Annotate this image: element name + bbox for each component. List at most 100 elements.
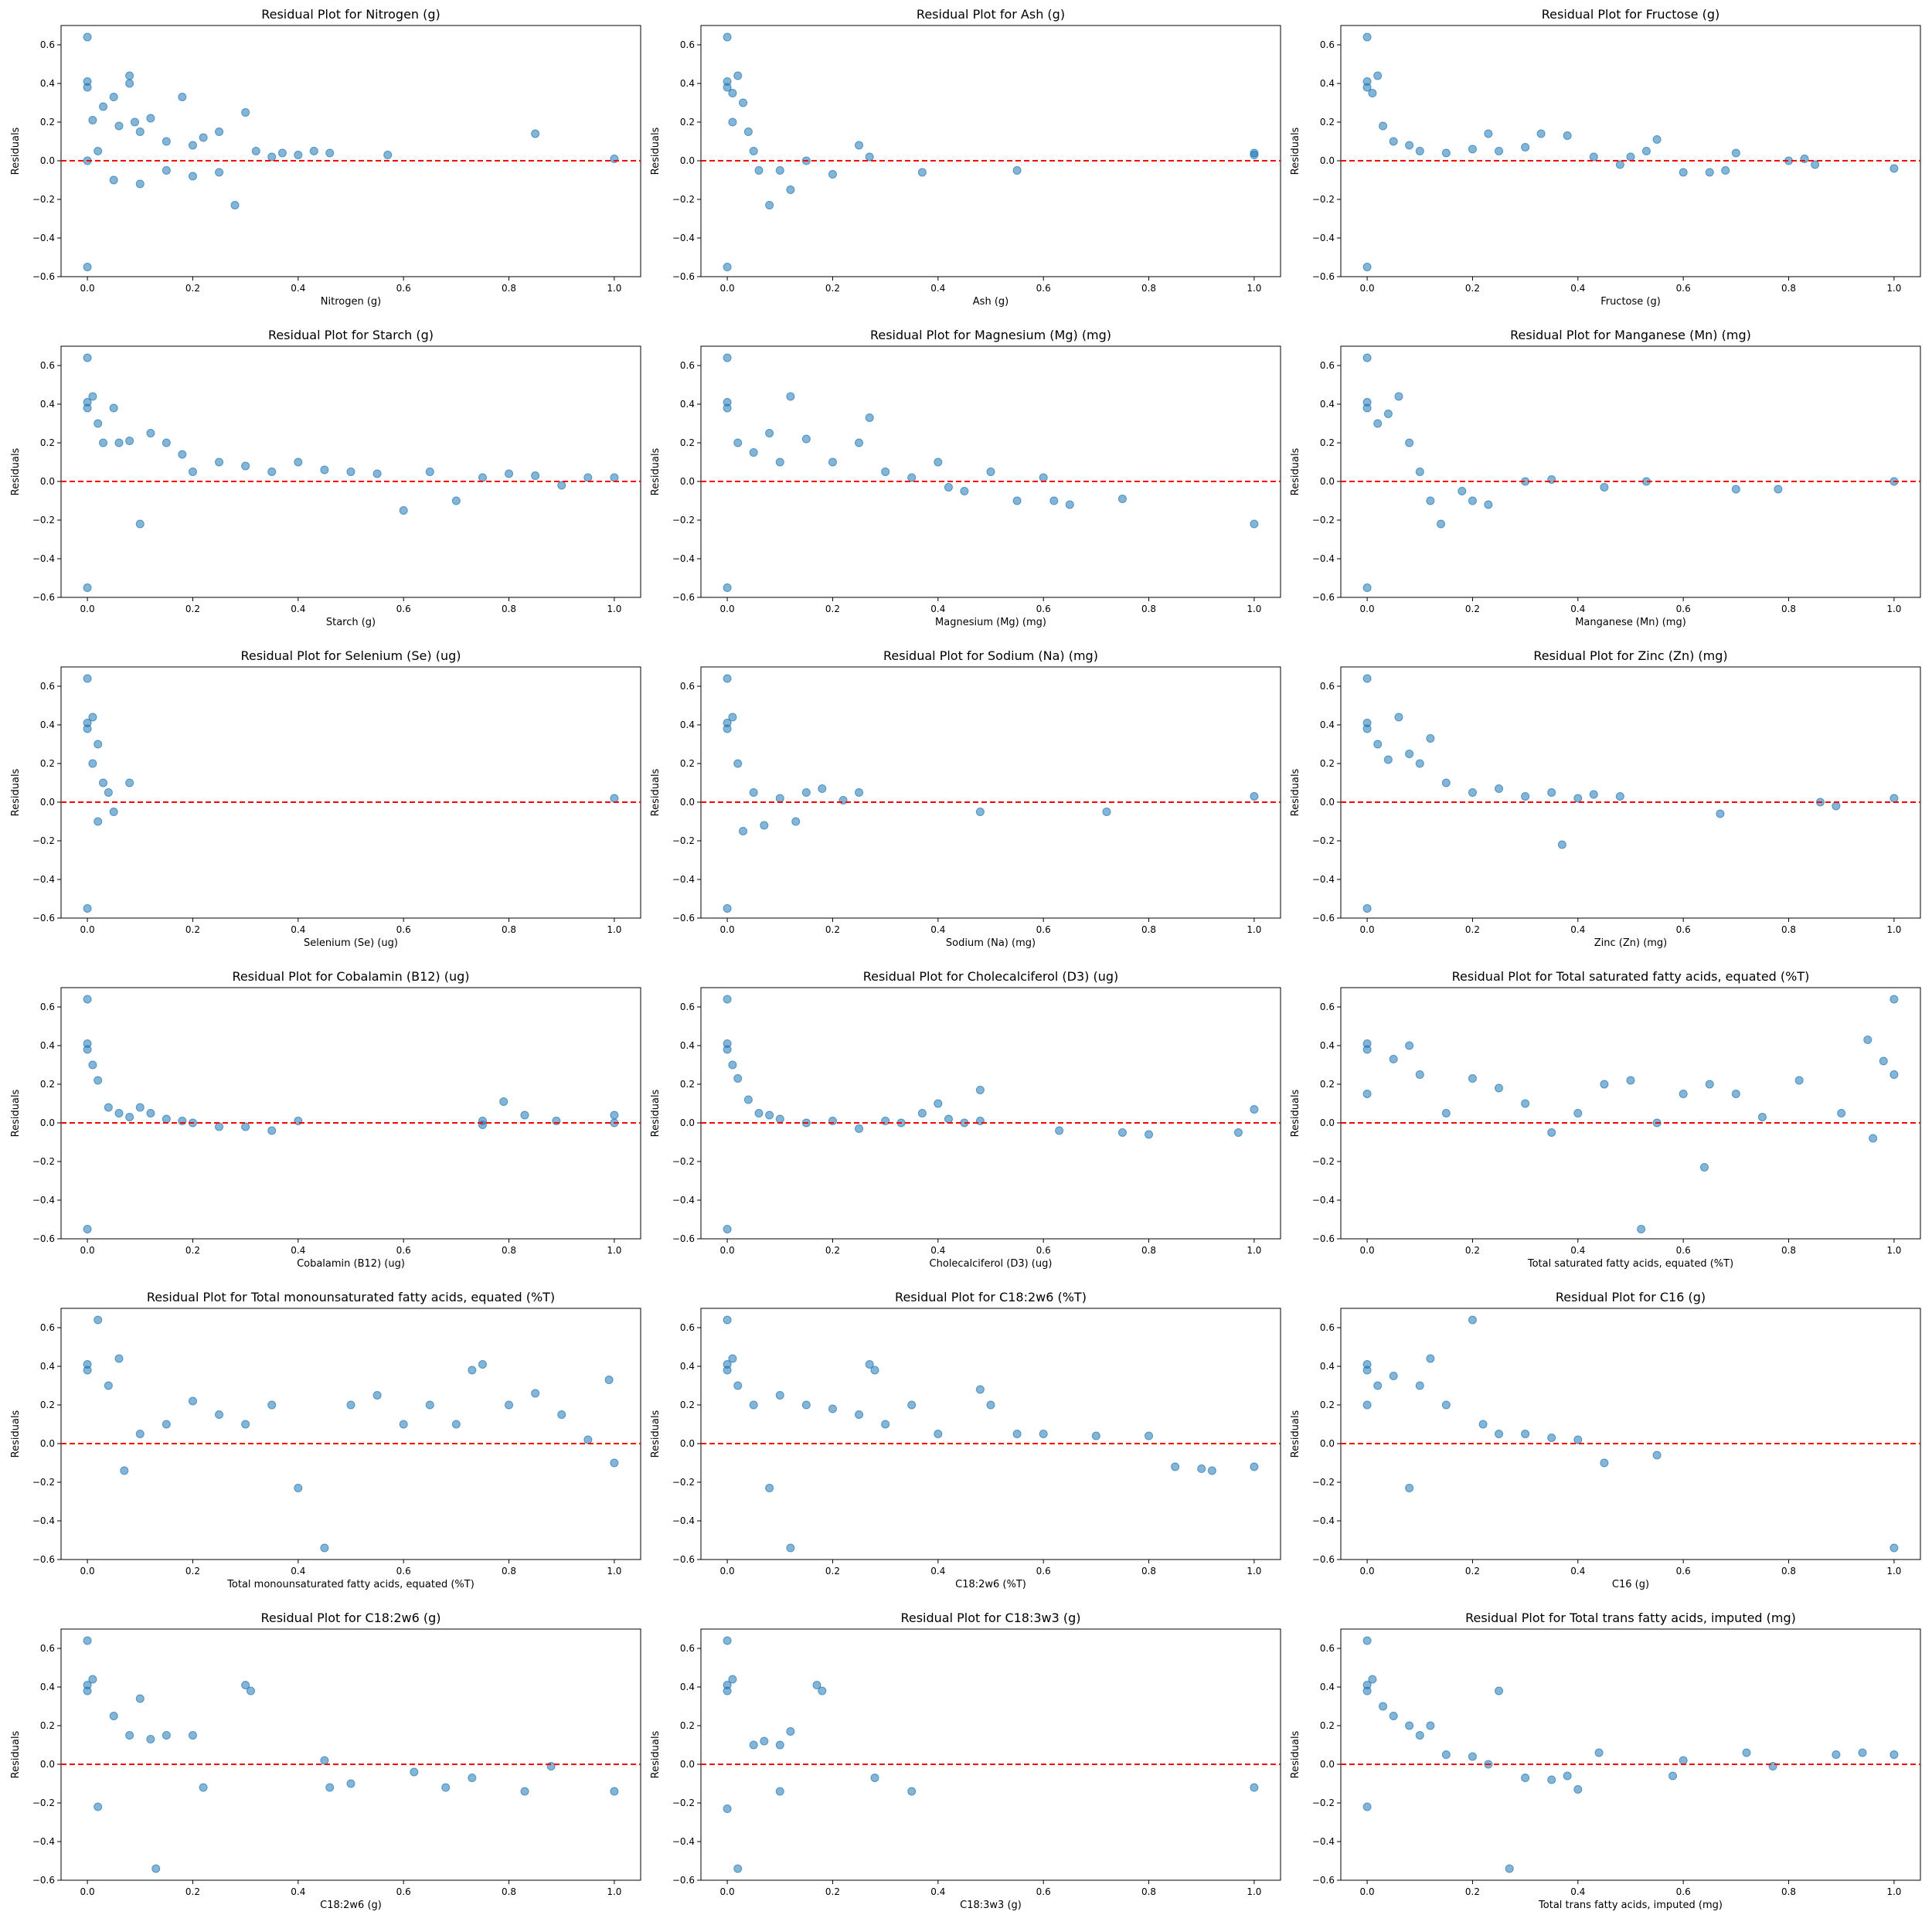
x-tick-label: 0.2	[825, 1566, 840, 1577]
y-tick-label: 0.6	[40, 1002, 55, 1012]
scatter-point	[162, 438, 171, 447]
scatter-point	[765, 429, 774, 437]
scatter-point	[1637, 1225, 1646, 1233]
x-tick-label: 0.8	[1781, 1245, 1796, 1256]
scatter-point	[1794, 1076, 1804, 1085]
scatter-point	[1383, 410, 1393, 418]
scatter-point	[870, 1774, 879, 1782]
scatter-point	[478, 1360, 487, 1369]
scatter-point	[855, 788, 864, 797]
scatter-point	[499, 1097, 509, 1106]
scatter-point	[728, 1354, 737, 1363]
plot-area	[1340, 1628, 1921, 1881]
scatter-point	[944, 1114, 953, 1124]
x-tick-label: 0.2	[185, 283, 200, 294]
scatter-point	[162, 1420, 171, 1429]
scatter-point	[1405, 438, 1414, 447]
scatter-point	[151, 1864, 161, 1873]
x-tick-label: 0.2	[1465, 924, 1480, 935]
x-tick-label: 0.2	[1465, 604, 1480, 614]
y-tick-label: −0.6	[672, 1233, 695, 1244]
scatter-point	[215, 457, 224, 467]
scatter-point	[125, 71, 134, 80]
scatter-point	[1679, 168, 1688, 177]
x-tick-label: 0.6	[1676, 604, 1691, 614]
scatter-point	[1573, 1785, 1583, 1794]
scatter-point	[583, 473, 593, 482]
scatter-point	[520, 1111, 529, 1120]
scatter-point	[1171, 1462, 1180, 1471]
scatter-point	[723, 904, 732, 913]
y-tick-label: −0.2	[672, 835, 695, 846]
x-tick-label: 0.4	[291, 1245, 305, 1256]
y-tick-label: 0.6	[680, 360, 695, 371]
y-tick-label: −0.2	[32, 515, 55, 526]
scatter-point	[1495, 1430, 1504, 1438]
x-tick-label: 0.2	[825, 1245, 840, 1256]
scatter-point	[1250, 1783, 1259, 1792]
y-tick-label: 0.2	[680, 437, 695, 448]
scatter-point	[733, 1074, 743, 1083]
scatter-point	[1594, 1748, 1604, 1757]
y-tick-label: −0.4	[32, 233, 55, 243]
y-tick-label: −0.6	[1312, 1233, 1335, 1244]
x-tick-label: 0.8	[1141, 283, 1156, 294]
scatter-point	[320, 465, 329, 474]
panel-title: Residual Plot for Total monounsaturated …	[147, 1290, 555, 1304]
y-tick-label: 0.0	[680, 476, 695, 487]
y-tick-label: 0.0	[680, 155, 695, 166]
scatter-point	[1668, 1771, 1678, 1781]
scatter-point	[801, 434, 811, 444]
y-tick-label: −0.2	[1312, 194, 1335, 205]
scatter-point	[241, 461, 250, 471]
scatter-point	[786, 185, 795, 194]
scatter-point	[162, 166, 171, 175]
y-tick-label: 0.0	[680, 1438, 695, 1449]
scatter-point	[1362, 32, 1372, 42]
x-tick-label: 0.0	[720, 604, 735, 614]
scatter-point	[1563, 131, 1572, 140]
x-axis-label: Total saturated fatty acids, equated (%T…	[1527, 1258, 1733, 1270]
x-tick-label: 0.2	[825, 1886, 840, 1897]
x-axis-label: Sodium (Na) (mg)	[946, 937, 1036, 949]
y-tick-label: 0.0	[1320, 1117, 1335, 1128]
y-tick-label: 0.4	[680, 719, 695, 730]
residual-panel: 0.0 0.2 0.4 0.6 0.8 1.0 −0.6 −0.4 −0.2 0.0 0.2 0.4 0…	[650, 969, 1281, 1270]
scatter-point	[383, 151, 393, 159]
y-tick-label: −0.6	[1312, 271, 1335, 282]
scatter-point	[267, 468, 277, 476]
y-axis-label: Residuals	[650, 768, 662, 816]
scatter-point	[441, 1783, 451, 1792]
y-tick-label: −0.2	[1312, 515, 1335, 526]
scatter-point	[199, 133, 208, 142]
x-tick-label: 0.6	[1676, 283, 1691, 294]
plot-area	[1340, 666, 1921, 919]
scatter-point	[749, 1740, 758, 1750]
x-tick-label: 0.8	[1781, 1886, 1796, 1897]
x-axis-label: Total monounsaturated fatty acids, equat…	[226, 1579, 474, 1590]
y-tick-label: 0.0	[40, 797, 55, 808]
x-axis-label: C18:2w6 (g)	[320, 1900, 382, 1911]
scatter-point	[267, 1126, 277, 1135]
x-axis-label: Selenium (Se) (ug)	[304, 937, 398, 949]
y-tick-label: 0.0	[1320, 1759, 1335, 1770]
panel-title: Residual Plot for Total trans fatty acid…	[1465, 1611, 1796, 1625]
scatter-point	[468, 1366, 477, 1375]
scatter-point	[907, 1400, 917, 1410]
scatter-point	[1426, 1721, 1435, 1730]
scatter-point	[723, 1225, 732, 1233]
y-tick-label: 0.6	[680, 1002, 695, 1012]
scatter-point	[1742, 1748, 1751, 1757]
scatter-point	[135, 1103, 145, 1112]
y-tick-label: 0.2	[680, 1079, 695, 1090]
x-axis-label: Manganese (Mn) (mg)	[1575, 617, 1686, 628]
scatter-point	[610, 1458, 619, 1468]
scatter-point	[1521, 792, 1530, 801]
scatter-point	[791, 817, 801, 826]
scatter-point	[610, 473, 619, 482]
scatter-point	[1102, 808, 1111, 816]
y-tick-label: −0.6	[32, 592, 55, 603]
scatter-point	[1600, 483, 1609, 492]
scatter-point	[325, 148, 335, 158]
scatter-point	[944, 483, 953, 492]
